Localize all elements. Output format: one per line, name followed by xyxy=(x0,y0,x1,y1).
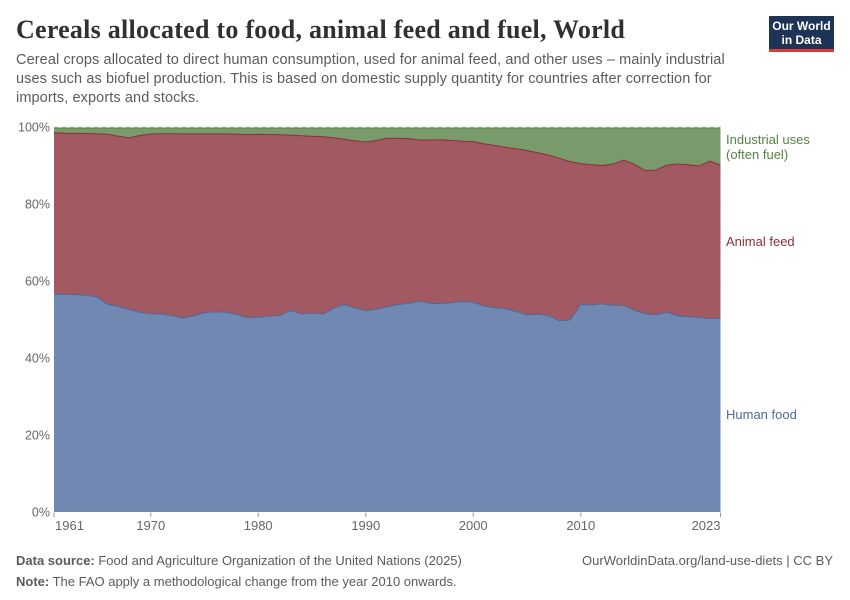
svg-text:2010: 2010 xyxy=(566,518,595,533)
svg-text:1990: 1990 xyxy=(351,518,380,533)
svg-text:(often fuel): (often fuel) xyxy=(726,147,788,162)
svg-text:40%: 40% xyxy=(25,352,50,366)
svg-text:100%: 100% xyxy=(18,121,50,135)
svg-text:80%: 80% xyxy=(25,198,50,212)
svg-text:Animal feed: Animal feed xyxy=(726,234,795,249)
svg-text:2000: 2000 xyxy=(459,518,488,533)
svg-text:Human food: Human food xyxy=(726,407,797,422)
svg-text:1970: 1970 xyxy=(136,518,165,533)
svg-text:2023: 2023 xyxy=(692,518,721,533)
svg-text:1980: 1980 xyxy=(244,518,273,533)
svg-text:1961: 1961 xyxy=(55,518,84,533)
svg-text:60%: 60% xyxy=(25,275,50,289)
svg-text:Industrial uses: Industrial uses xyxy=(726,132,810,147)
svg-text:0%: 0% xyxy=(32,506,50,520)
svg-text:20%: 20% xyxy=(25,429,50,443)
